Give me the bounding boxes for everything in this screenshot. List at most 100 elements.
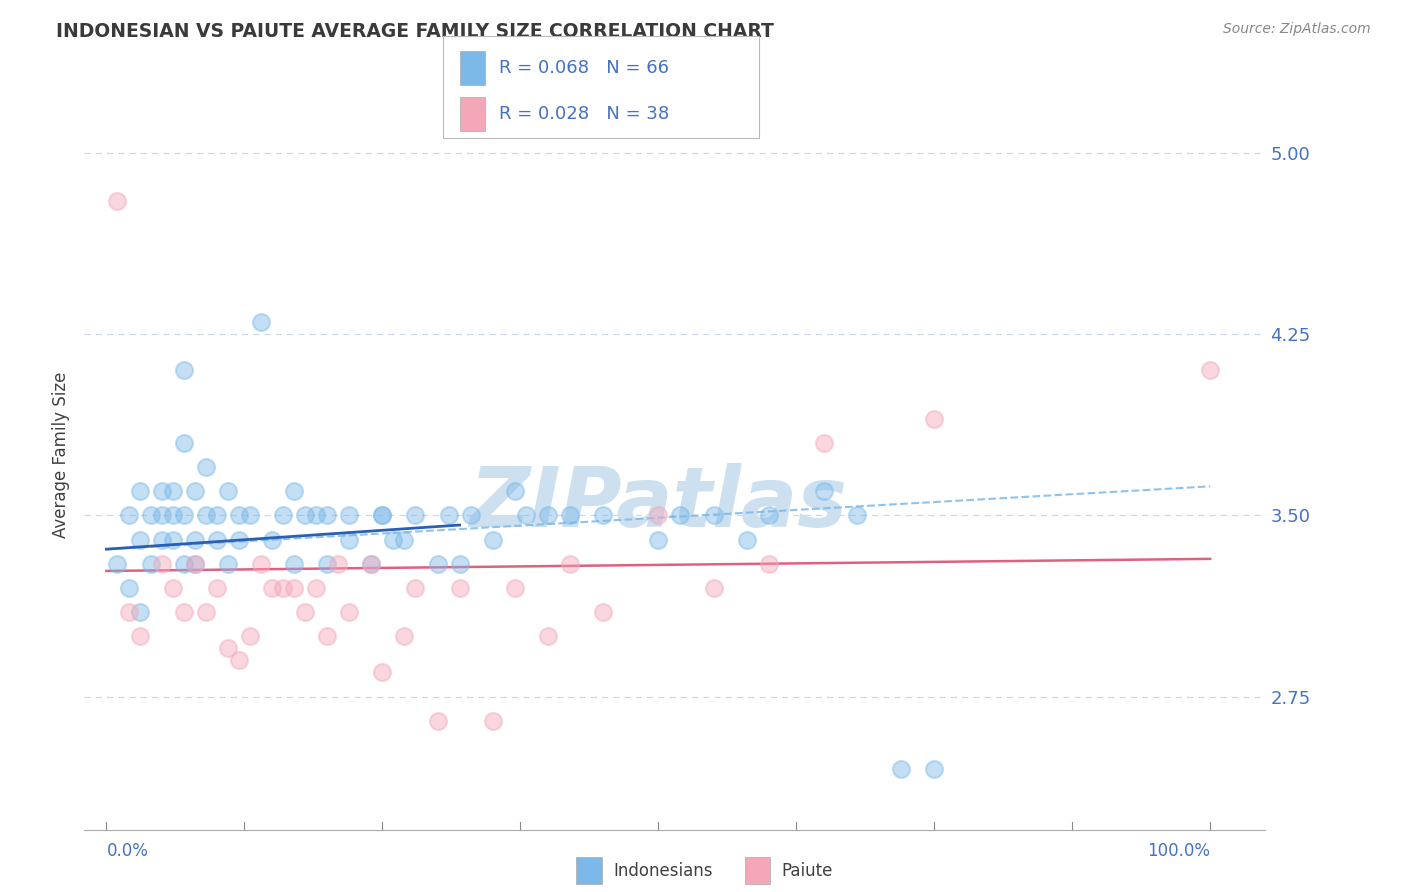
Point bbox=[592, 508, 614, 523]
Text: 0.0%: 0.0% bbox=[107, 842, 148, 860]
Point bbox=[205, 508, 228, 523]
Point bbox=[426, 714, 449, 728]
Point bbox=[162, 508, 184, 523]
Point bbox=[537, 508, 560, 523]
Point bbox=[150, 557, 173, 571]
Point bbox=[228, 533, 250, 547]
Point bbox=[647, 533, 669, 547]
Point bbox=[117, 605, 139, 619]
Point bbox=[647, 508, 669, 523]
Point bbox=[128, 533, 150, 547]
Point bbox=[394, 629, 416, 643]
Point bbox=[173, 605, 195, 619]
Point bbox=[503, 484, 526, 499]
Point bbox=[515, 508, 537, 523]
Point bbox=[173, 363, 195, 377]
Text: R = 0.068   N = 66: R = 0.068 N = 66 bbox=[499, 59, 669, 77]
Point bbox=[702, 581, 724, 595]
Point bbox=[184, 557, 207, 571]
Point bbox=[922, 762, 945, 776]
Point bbox=[537, 629, 560, 643]
Point bbox=[702, 508, 724, 523]
Point bbox=[173, 557, 195, 571]
Point bbox=[558, 508, 581, 523]
Text: Source: ZipAtlas.com: Source: ZipAtlas.com bbox=[1223, 22, 1371, 37]
Point bbox=[592, 605, 614, 619]
Point bbox=[371, 508, 394, 523]
Point bbox=[205, 533, 228, 547]
Point bbox=[503, 581, 526, 595]
Point bbox=[316, 629, 339, 643]
Point bbox=[922, 411, 945, 425]
Point bbox=[217, 641, 239, 656]
Point bbox=[283, 557, 305, 571]
Text: Indonesians: Indonesians bbox=[613, 862, 713, 880]
Point bbox=[669, 508, 692, 523]
Point bbox=[239, 629, 262, 643]
Text: Paiute: Paiute bbox=[782, 862, 834, 880]
Text: 100.0%: 100.0% bbox=[1147, 842, 1211, 860]
Point bbox=[449, 557, 471, 571]
Point bbox=[405, 581, 427, 595]
Point bbox=[184, 533, 207, 547]
Point bbox=[460, 508, 482, 523]
Point bbox=[271, 581, 294, 595]
Point bbox=[239, 508, 262, 523]
Point bbox=[260, 533, 283, 547]
Point bbox=[305, 581, 328, 595]
Point bbox=[316, 557, 339, 571]
Point bbox=[250, 315, 273, 329]
Text: ZIPatlas: ZIPatlas bbox=[470, 463, 848, 544]
Point bbox=[437, 508, 460, 523]
Text: R = 0.028   N = 38: R = 0.028 N = 38 bbox=[499, 105, 669, 123]
Point bbox=[283, 484, 305, 499]
Point bbox=[758, 557, 780, 571]
Point bbox=[150, 533, 173, 547]
Point bbox=[205, 581, 228, 595]
Point bbox=[228, 508, 250, 523]
Point bbox=[382, 533, 405, 547]
Point bbox=[117, 508, 139, 523]
Point bbox=[184, 557, 207, 571]
Point bbox=[117, 581, 139, 595]
Point bbox=[294, 508, 316, 523]
Point bbox=[217, 557, 239, 571]
Point bbox=[405, 508, 427, 523]
Point bbox=[283, 581, 305, 595]
Point bbox=[813, 484, 835, 499]
Point bbox=[305, 508, 328, 523]
Point bbox=[758, 508, 780, 523]
Point bbox=[194, 508, 217, 523]
Point bbox=[813, 435, 835, 450]
Point bbox=[162, 533, 184, 547]
Text: INDONESIAN VS PAIUTE AVERAGE FAMILY SIZE CORRELATION CHART: INDONESIAN VS PAIUTE AVERAGE FAMILY SIZE… bbox=[56, 22, 775, 41]
Point bbox=[337, 533, 360, 547]
Point bbox=[250, 557, 273, 571]
Point bbox=[735, 533, 758, 547]
Point bbox=[173, 508, 195, 523]
Point bbox=[1199, 363, 1222, 377]
Point bbox=[260, 581, 283, 595]
Point bbox=[294, 605, 316, 619]
Point bbox=[184, 484, 207, 499]
Point bbox=[316, 508, 339, 523]
Point bbox=[890, 762, 912, 776]
Point bbox=[558, 557, 581, 571]
Point bbox=[217, 484, 239, 499]
Point bbox=[128, 629, 150, 643]
Point bbox=[271, 508, 294, 523]
Point bbox=[337, 508, 360, 523]
Point bbox=[481, 714, 503, 728]
Point bbox=[173, 435, 195, 450]
Point bbox=[194, 605, 217, 619]
Point bbox=[371, 665, 394, 680]
Point bbox=[337, 605, 360, 619]
Point bbox=[481, 533, 503, 547]
Point bbox=[107, 194, 129, 208]
Y-axis label: Average Family Size: Average Family Size bbox=[52, 372, 70, 538]
Point bbox=[360, 557, 382, 571]
Point bbox=[107, 557, 129, 571]
Point bbox=[139, 557, 162, 571]
Point bbox=[328, 557, 350, 571]
Point bbox=[162, 581, 184, 595]
